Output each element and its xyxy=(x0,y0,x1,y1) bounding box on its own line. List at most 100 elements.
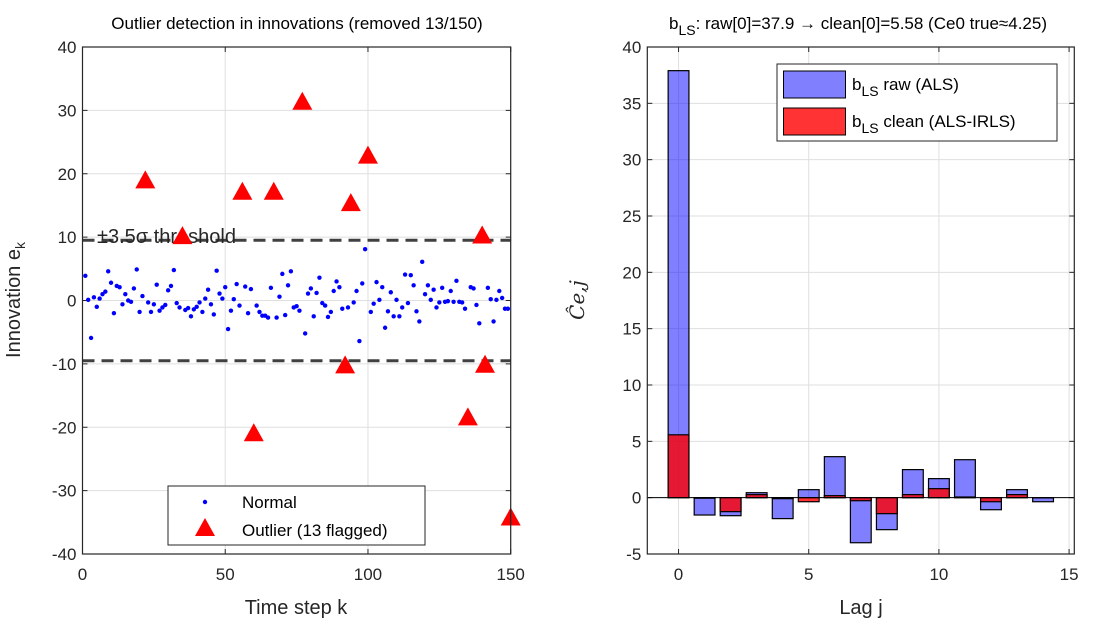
normal-point xyxy=(117,284,122,290)
normal-point xyxy=(194,304,199,310)
normal-point xyxy=(268,285,274,291)
normal-point xyxy=(174,300,179,306)
y-tick-label: -10 xyxy=(52,355,77,374)
normal-point xyxy=(328,309,334,315)
normal-point xyxy=(285,283,291,288)
clean-bar xyxy=(979,497,1002,503)
normal-point xyxy=(345,305,351,310)
normal-point xyxy=(488,297,493,302)
normal-point xyxy=(225,326,231,332)
normal-point xyxy=(163,302,168,308)
normal-point xyxy=(317,275,322,280)
legend-label-base: b xyxy=(852,75,861,94)
normal-point xyxy=(257,309,262,315)
outlier-point xyxy=(135,170,156,189)
clean-bar xyxy=(797,497,820,503)
axes-box xyxy=(646,46,1075,555)
normal-point xyxy=(454,278,459,284)
normal-point xyxy=(322,303,328,308)
normal-point xyxy=(391,314,396,319)
outlier-point xyxy=(292,91,313,110)
y-tick-label: 30 xyxy=(58,101,77,120)
normal-point xyxy=(411,283,416,288)
outlier-point xyxy=(475,354,496,373)
normal-point xyxy=(314,290,319,296)
outlier-point xyxy=(243,423,264,442)
y-tick-label: -5 xyxy=(626,545,641,564)
normal-point xyxy=(140,293,145,299)
normal-point xyxy=(171,267,177,273)
normal-point xyxy=(234,281,239,287)
left-legend: Normal Outlier (13 flagged) xyxy=(167,485,426,546)
clean-bar xyxy=(667,434,690,499)
normal-point xyxy=(243,284,248,289)
normal-point xyxy=(94,304,99,310)
y-tick-label: -30 xyxy=(52,482,77,501)
left-chart-title: Outlier detection in innovations (remove… xyxy=(111,14,482,33)
normal-point xyxy=(274,315,279,320)
raw-bars xyxy=(667,70,1055,544)
normal-point xyxy=(385,309,391,314)
normal-point xyxy=(337,284,342,290)
clean-bar xyxy=(875,497,898,515)
right-x-axis-label: Lag j xyxy=(839,597,882,619)
normal-point xyxy=(137,309,142,315)
x-tick-label: 100 xyxy=(354,565,382,584)
normal-point xyxy=(134,267,139,272)
x-tick-label: 5 xyxy=(804,565,813,584)
normal-point xyxy=(471,286,476,291)
normal-point xyxy=(265,315,271,320)
right-y-axis-label: Ĉe,j xyxy=(564,280,589,320)
x-tick-label: 150 xyxy=(497,565,525,584)
normal-point xyxy=(377,297,382,303)
normal-point xyxy=(414,309,419,314)
raw-bar xyxy=(823,456,846,499)
raw-bar xyxy=(849,497,872,544)
raw-bar xyxy=(901,469,924,499)
normal-point xyxy=(245,310,251,316)
normal-point xyxy=(474,302,479,308)
legend-raw-label: bLS raw (ALS) xyxy=(852,75,959,99)
normal-point xyxy=(459,300,465,305)
normal-point xyxy=(97,296,102,301)
normal-point xyxy=(405,300,411,306)
legend-raw-swatch xyxy=(783,70,846,99)
raw-bar xyxy=(693,497,716,516)
x-tick-label: 50 xyxy=(216,565,235,584)
normal-point xyxy=(214,268,219,273)
normal-point xyxy=(191,307,197,312)
legend-label-sub: LS xyxy=(861,120,878,136)
normal-point xyxy=(228,308,234,313)
normal-point xyxy=(148,309,154,315)
normal-point xyxy=(160,305,165,310)
normal-point xyxy=(448,288,453,294)
normal-point xyxy=(462,306,468,311)
normal-point xyxy=(277,294,282,299)
outlier-point xyxy=(335,355,356,374)
y-tick-label: 35 xyxy=(622,94,641,113)
normal-point xyxy=(394,297,399,303)
left-y-axis-label-sub: k xyxy=(12,241,28,249)
normal-point xyxy=(354,288,359,294)
normal-point xyxy=(334,279,339,284)
normal-point xyxy=(434,305,439,310)
normal-point xyxy=(325,314,331,320)
normal-point xyxy=(374,279,379,285)
normal-point xyxy=(111,310,117,316)
y-tick-label: 40 xyxy=(622,38,641,57)
outlier-point xyxy=(457,407,478,426)
normal-point xyxy=(305,291,311,296)
y-tick-label: 10 xyxy=(58,228,77,247)
normal-point xyxy=(91,295,97,300)
legend-label-rest: clean (ALS-IRLS) xyxy=(879,112,1016,131)
normal-point xyxy=(351,300,356,305)
normal-point xyxy=(388,290,394,295)
normal-point xyxy=(200,309,205,315)
normal-point xyxy=(425,283,431,288)
normal-point xyxy=(254,303,259,308)
normal-point xyxy=(231,297,236,302)
legend-clean-swatch xyxy=(783,107,846,136)
y-tick-label: 15 xyxy=(622,320,641,339)
clean-bar xyxy=(927,488,950,499)
